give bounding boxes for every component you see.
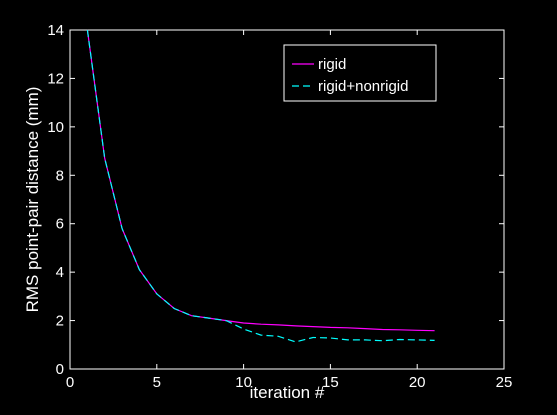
- y-tick-label: 2: [56, 313, 64, 330]
- x-tick-label: 0: [66, 374, 74, 391]
- x-tick-label: 5: [153, 374, 161, 391]
- y-tick-label: 12: [47, 70, 64, 87]
- legend-label: rigid+nonrigid: [318, 78, 408, 95]
- y-tick-label: 0: [56, 361, 64, 378]
- x-tick-label: 25: [496, 374, 513, 391]
- x-tick-label: 15: [322, 374, 339, 391]
- legend: rigid rigid+nonrigid: [283, 44, 437, 102]
- y-tick-label: 6: [56, 216, 64, 233]
- y-tick-label: 4: [56, 264, 64, 281]
- y-axis-label: RMS point-pair distance (mm): [23, 87, 42, 313]
- y-tick-label: 8: [56, 167, 64, 184]
- plot-series: [86, 29, 435, 343]
- legend-label: rigid: [318, 56, 346, 73]
- axes: 0 5 10 15 20 25 0 2 4 6 8 10 12 14: [47, 22, 512, 391]
- y-tick-label: 14: [47, 22, 64, 39]
- series-line-rigid-nonrigid: [86, 29, 435, 343]
- legend-box: [283, 44, 437, 102]
- plot-frame: [69, 29, 505, 370]
- x-axis-label: iteration #: [250, 383, 325, 402]
- x-tick-label: 20: [409, 374, 426, 391]
- x-tick-label: 10: [235, 374, 252, 391]
- y-tick-label: 10: [47, 119, 64, 136]
